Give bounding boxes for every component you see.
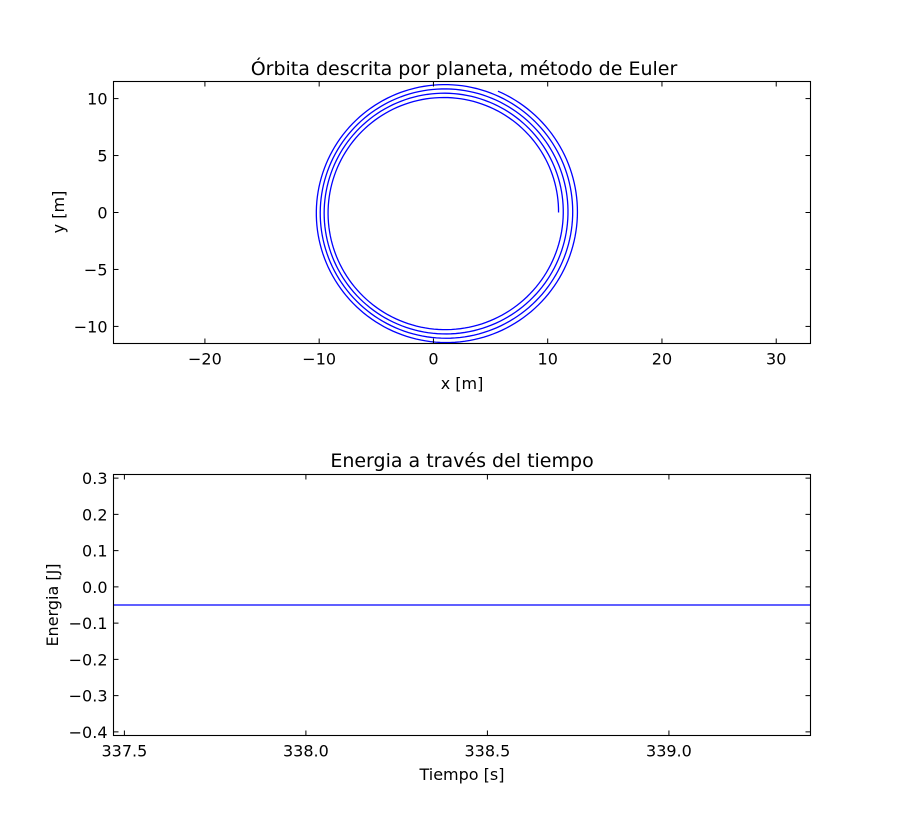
orbit-xtick-label: −20 [188, 350, 222, 369]
energy-ticks: 337.5 338.0 338.5 339.0 0.3 0.2 0.1 0.0 −0.1 −0.2… [69, 469, 811, 761]
energy-ytick-label: −0.1 [69, 614, 108, 633]
orbit-plot-frame [112, 80, 812, 345]
energy-ytick-label: 0.3 [82, 469, 107, 488]
orbit-title: Órbita descrita por planeta, método de E… [251, 56, 678, 80]
energy-title: Energia a través del tiempo [330, 450, 593, 472]
orbit-xtick-label: 10 [538, 350, 558, 369]
energy-ylabel: Energia [J] [43, 563, 62, 646]
orbit-xtick-label: 0 [428, 350, 438, 369]
orbit-ytick-label: 0 [97, 204, 107, 223]
orbit-ytick-label: −10 [74, 317, 108, 336]
orbit-xtick-label: 20 [652, 350, 672, 369]
energy-xtick-label: 339.0 [646, 742, 692, 761]
orbit-curves [315, 83, 579, 344]
energy-ytick-label: 0.2 [82, 505, 107, 524]
orbit-ytick-label: 5 [97, 147, 107, 166]
orbit-ylabel: y [m] [49, 191, 68, 234]
energy-ytick-label: 0.1 [82, 542, 107, 561]
orbit-ticks: −20 −10 0 10 20 30 −10 −5 0 5 10 [74, 81, 811, 369]
energy-xtick-label: 338.5 [465, 742, 511, 761]
energy-xlabel: Tiempo [s] [418, 765, 504, 784]
energy-ytick-label: −0.4 [69, 723, 108, 742]
energy-ytick-label: −0.2 [69, 650, 108, 669]
energy-xtick-label: 338.0 [283, 742, 329, 761]
orbit-xtick-label: 30 [766, 350, 786, 369]
orbit-series-line [315, 83, 579, 344]
orbit-xtick-label: −10 [302, 350, 336, 369]
orbit-ytick-label: 10 [87, 90, 107, 109]
energy-xtick-label: 337.5 [101, 742, 147, 761]
energy-ytick-label: 0.0 [82, 578, 107, 597]
orbit-axes: Órbita descrita por planeta, método de E… [49, 56, 812, 393]
energy-axes: Energia a través del tiempo Tiempo [s] E… [43, 450, 812, 784]
energy-plot-frame [112, 473, 812, 737]
orbit-xlabel: x [m] [441, 374, 484, 393]
energy-ytick-label: −0.3 [69, 687, 108, 706]
orbit-ytick-label: −5 [84, 260, 108, 279]
